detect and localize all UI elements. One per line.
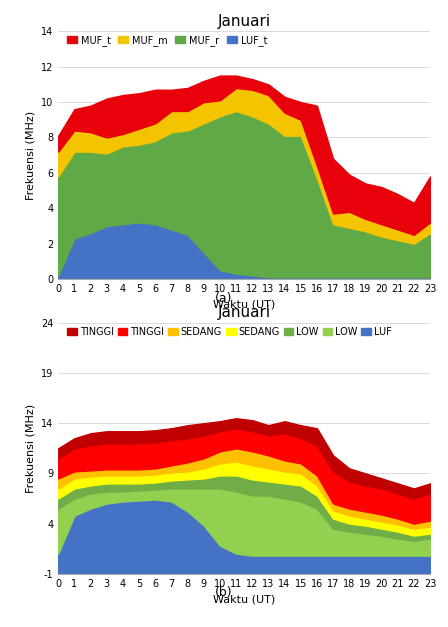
Y-axis label: Frekuensi (MHz): Frekuensi (MHz): [26, 110, 35, 200]
Text: (b): (b): [215, 586, 233, 599]
Y-axis label: Frekuensi (MHz): Frekuensi (MHz): [26, 404, 35, 493]
Text: (a): (a): [215, 292, 233, 305]
X-axis label: Waktu (UT): Waktu (UT): [213, 300, 275, 310]
Title: Januari: Januari: [218, 14, 271, 29]
Legend: TINGGI, TINGGI, SEDANG, SEDANG, LOW, LOW, LUF: TINGGI, TINGGI, SEDANG, SEDANG, LOW, LOW…: [63, 323, 396, 340]
X-axis label: Waktu (UT): Waktu (UT): [213, 594, 275, 604]
Title: Januari: Januari: [218, 305, 271, 320]
Legend: MUF_t, MUF_m, MUF_r, LUF_t: MUF_t, MUF_m, MUF_r, LUF_t: [63, 31, 271, 50]
